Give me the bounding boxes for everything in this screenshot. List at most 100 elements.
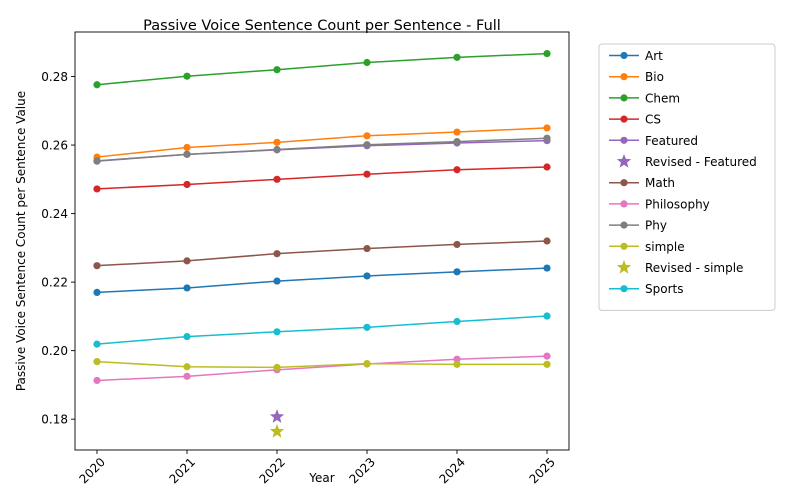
series-math <box>93 237 551 270</box>
data-point <box>183 143 191 152</box>
data-point <box>363 170 371 178</box>
data-point <box>93 81 101 89</box>
series-simple <box>93 358 551 372</box>
y-tick-label: 0.22 <box>41 276 68 290</box>
legend-star-marker <box>616 260 632 274</box>
legend-circle-marker <box>620 179 628 187</box>
legend-circle-marker <box>620 73 628 81</box>
data-point <box>453 360 461 368</box>
legend-item-math: Math <box>609 176 675 190</box>
data-point <box>93 157 101 165</box>
x-axis-label: Year <box>308 471 334 485</box>
legend-item-cs: CS <box>609 113 661 127</box>
series-philosophy <box>93 352 551 385</box>
data-point <box>273 145 281 154</box>
legend-star-marker <box>616 154 632 168</box>
data-point <box>543 264 551 272</box>
x-tick-label: 2024 <box>437 455 468 486</box>
data-point <box>183 180 191 189</box>
series-bio <box>93 124 551 161</box>
series-chem <box>93 49 551 89</box>
legend-item-revised-simple: Revised - simple <box>616 260 743 275</box>
x-tick-label: 2023 <box>347 455 378 486</box>
legend-item-featured: Featured <box>609 134 698 148</box>
legend-item-bio: Bio <box>609 70 664 84</box>
data-point <box>273 277 281 285</box>
legend-label: simple <box>645 240 685 254</box>
legend-item-simple: simple <box>609 240 685 254</box>
series-art <box>93 264 551 296</box>
legend-circle-marker <box>620 285 628 293</box>
series-line <box>96 137 548 162</box>
data-point <box>543 312 551 320</box>
plot-frame <box>74 31 570 451</box>
data-point <box>363 360 371 368</box>
legend-item-sports: Sports <box>609 282 683 296</box>
data-point <box>93 288 101 296</box>
data-point <box>543 237 551 245</box>
series-line <box>96 267 548 294</box>
data-point <box>363 272 371 280</box>
data-point <box>273 66 281 74</box>
data-point <box>363 244 371 253</box>
data-point <box>543 49 551 58</box>
data-point <box>183 257 191 265</box>
series-line <box>96 355 548 382</box>
legend-circle-marker <box>620 51 628 60</box>
x-tick-label: 2021 <box>167 455 198 486</box>
x-tick-label: 2025 <box>527 455 558 486</box>
y-axis-label: Passive Voice Sentence Count per Sentenc… <box>14 91 28 391</box>
legend-label: Sports <box>645 282 683 296</box>
legend-circle-marker <box>620 242 628 250</box>
data-point <box>93 376 101 385</box>
data-point <box>363 141 371 149</box>
series-line <box>96 139 548 162</box>
data-point <box>273 175 281 183</box>
series-cs <box>93 163 551 193</box>
legend-label: Phy <box>645 219 667 233</box>
y-tick-label: 0.28 <box>41 70 68 84</box>
data-point <box>543 163 551 171</box>
revised-point-revised-featured <box>269 409 285 423</box>
x-tick-label: 2020 <box>77 455 108 486</box>
legend-frame <box>598 43 776 311</box>
legend-item-revised-featured: Revised - Featured <box>616 154 757 169</box>
data-point <box>183 363 191 371</box>
legend-label: Revised - simple <box>645 261 743 275</box>
data-point <box>183 332 191 341</box>
data-point <box>93 185 101 193</box>
y-tick-label: 0.24 <box>41 207 68 221</box>
data-point <box>273 363 281 372</box>
legend-label: Revised - Featured <box>645 155 757 169</box>
legend-circle-marker <box>620 136 628 144</box>
legend-label: Featured <box>645 134 698 148</box>
data-point <box>93 358 101 366</box>
data-point <box>93 262 101 270</box>
legend-circle-marker <box>620 115 628 123</box>
y-tick-label: 0.20 <box>41 344 68 358</box>
data-point <box>543 360 551 368</box>
legend-label: Chem <box>645 91 680 105</box>
data-point <box>453 317 461 326</box>
data-point <box>453 138 461 146</box>
data-point <box>93 340 101 348</box>
data-point <box>183 372 191 380</box>
legend-circle-marker <box>620 94 628 102</box>
legend-label: Art <box>645 49 663 63</box>
y-tick-label: 0.18 <box>41 413 68 427</box>
legend-item-philosophy: Philosophy <box>609 197 710 211</box>
data-point <box>273 138 281 146</box>
legend-item-chem: Chem <box>609 91 680 105</box>
data-point <box>363 323 371 331</box>
series-line <box>96 52 548 86</box>
data-point <box>273 328 281 336</box>
data-point <box>453 128 461 136</box>
series-line <box>96 127 548 158</box>
series-line <box>96 240 548 267</box>
data-point <box>453 53 461 61</box>
data-point <box>543 124 551 132</box>
legend-label: CS <box>645 113 661 127</box>
legend-circle-marker <box>620 200 628 208</box>
